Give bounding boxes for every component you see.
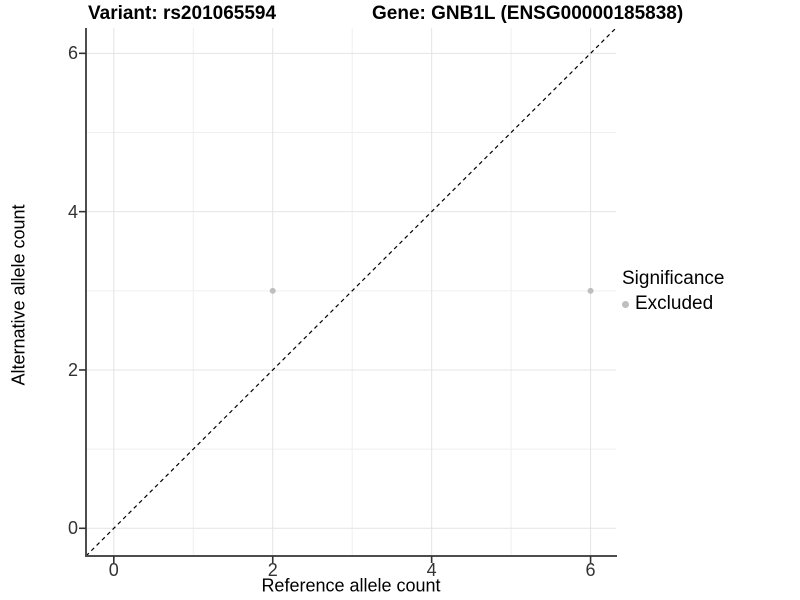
x-tick-label: 4 [426,560,437,580]
variant-title: Variant: rs201065594 [88,3,277,24]
legend: Significance Excluded [622,268,724,315]
tick-marks [79,52,592,563]
legend-item: Excluded [622,293,724,315]
x-tick-label: 2 [267,560,278,580]
minor-gridlines [86,28,616,556]
data-points-excluded [269,287,594,294]
x-tick-label: 0 [108,560,119,580]
y-axis-title: Alternative allele count [8,204,29,386]
y-tick-label: 0 [67,518,78,539]
y-tick-label: 4 [67,201,78,222]
legend-items: Excluded [622,293,724,315]
x-axis-title: Reference allele count [261,575,441,596]
axis-lines [85,28,617,557]
major-gridlines [86,28,616,556]
legend-title: Significance [622,268,725,289]
data-point [587,287,594,294]
y-tick-label: 6 [67,43,78,64]
legend-point-icon [622,300,629,308]
gene-title: Gene: GNB1L (ENSG00000185838) [372,3,684,24]
x-tick-label: 6 [585,560,596,580]
identity-dashed-line [85,27,617,557]
y-tick-label: 2 [67,359,78,380]
data-point [269,287,276,294]
legend-item-label: Excluded [635,293,714,314]
identity-line [85,27,617,557]
